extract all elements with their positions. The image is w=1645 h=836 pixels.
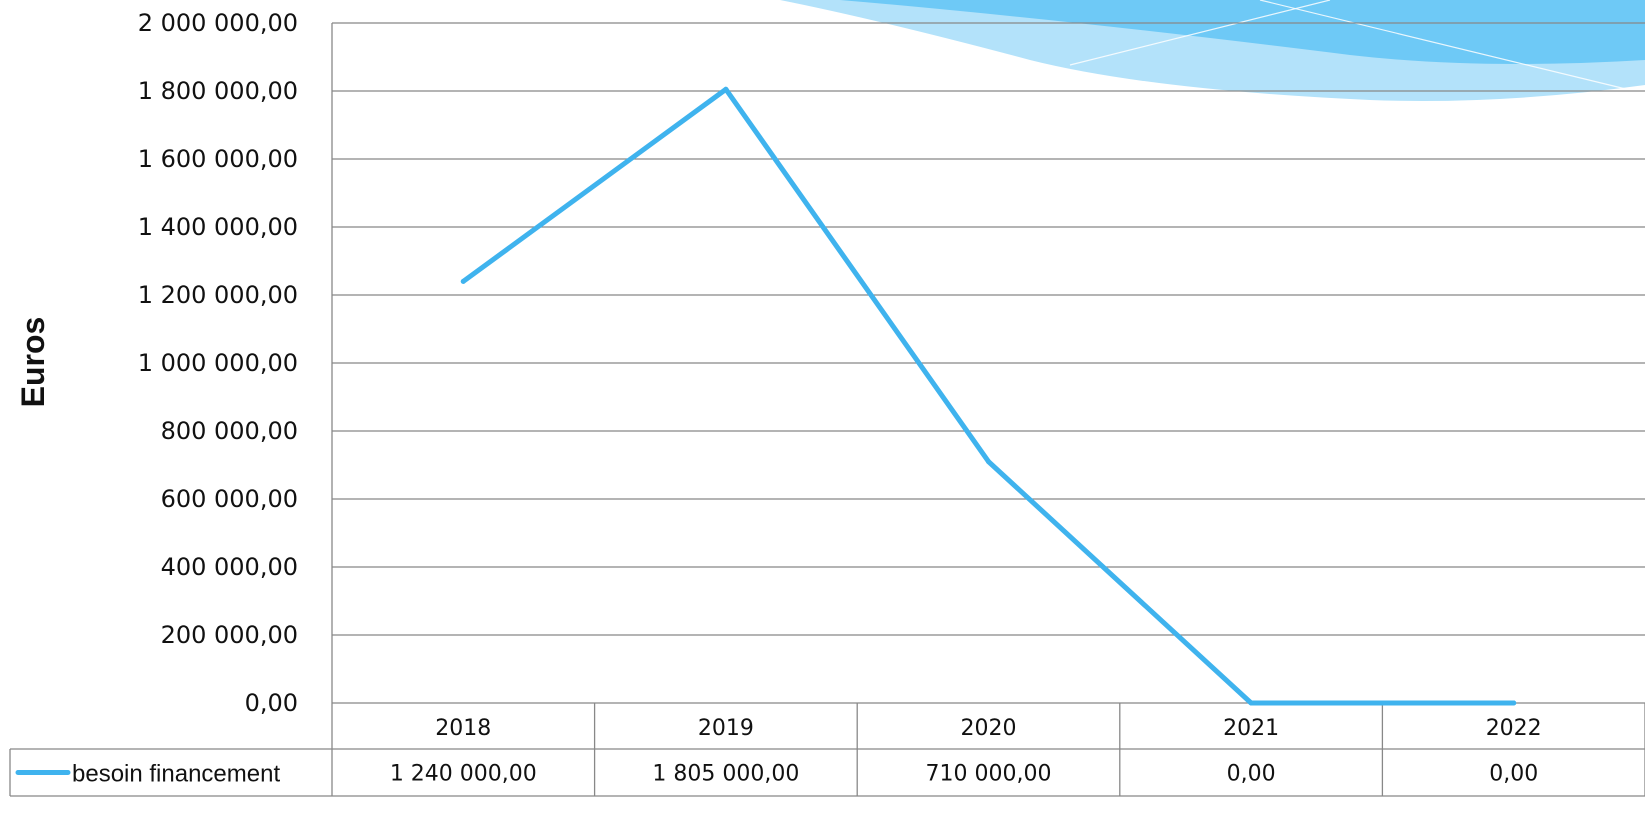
data-point: [986, 459, 991, 465]
x-category-label: 2018: [435, 716, 491, 741]
decorative-wave: [780, 0, 1645, 101]
data-table: 2018 2019 2020 2021 2022 besoin financement 1 …: [9, 703, 1645, 797]
y-tick-label: 200 000,00: [161, 621, 298, 649]
y-tick-label: 1 400 000,00: [138, 213, 298, 241]
y-axis-ticks: 0,00 200 000,00 400 000,00 600 000,00 800 00…: [138, 9, 298, 717]
y-tick-label: 400 000,00: [161, 553, 298, 581]
y-tick-label: 600 000,00: [161, 485, 298, 513]
table-cell-value: 710 000,00: [926, 762, 1052, 787]
x-category-label: 2020: [961, 716, 1017, 741]
y-tick-label: 800 000,00: [161, 417, 298, 445]
table-cell-value: 0,00: [1489, 762, 1538, 787]
table-cell-value: 1 240 000,00: [390, 762, 537, 787]
y-tick-label: 1 200 000,00: [138, 281, 298, 309]
y-tick-label: 1 600 000,00: [138, 145, 298, 173]
table-cell-value: 1 805 000,00: [652, 762, 799, 787]
series-line-besoin-financement: [460, 86, 1517, 706]
gridlines: [331, 22, 1645, 704]
data-point: [723, 86, 729, 92]
data-point: [1248, 700, 1254, 706]
y-tick-label: 1 000 000,00: [138, 349, 298, 377]
decorative-wave-line: [1069, 0, 1331, 66]
y-tick-label: 0,00: [245, 689, 298, 717]
data-point: [1511, 700, 1517, 706]
table-cell-value: 0,00: [1227, 762, 1276, 787]
series-layer: [460, 86, 1517, 706]
x-category-label: 2021: [1223, 716, 1279, 741]
y-axis-label: Euros: [15, 317, 51, 408]
y-tick-label: 2 000 000,00: [138, 9, 298, 37]
decorative-wave-line: [1259, 0, 1631, 91]
decorative-wave-front: [840, 0, 1645, 64]
data-point: [460, 278, 466, 284]
legend-label: besoin financement: [72, 761, 280, 788]
x-category-label: 2022: [1486, 716, 1542, 741]
x-category-label: 2019: [698, 716, 754, 741]
y-tick-label: 1 800 000,00: [138, 77, 298, 105]
